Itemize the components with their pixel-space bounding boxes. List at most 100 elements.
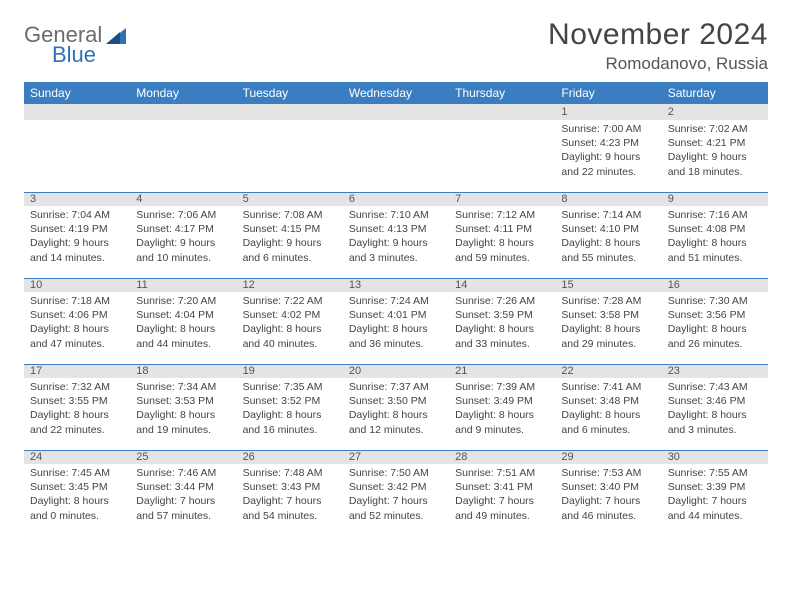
daylight-text: and 29 minutes. <box>561 337 655 351</box>
sunset-text: Sunset: 3:41 PM <box>455 480 549 494</box>
day-cell: Sunrise: 7:35 AMSunset: 3:52 PMDaylight:… <box>237 378 343 450</box>
day-cell: Sunrise: 7:14 AMSunset: 4:10 PMDaylight:… <box>555 206 661 278</box>
sunrise-text: Sunrise: 7:26 AM <box>455 294 549 308</box>
weekday-header: Saturday <box>662 82 768 104</box>
sunrise-text: Sunrise: 7:00 AM <box>561 122 655 136</box>
daylight-text: Daylight: 7 hours <box>668 494 762 508</box>
day-cell: Sunrise: 7:04 AMSunset: 4:19 PMDaylight:… <box>24 206 130 278</box>
sunrise-text: Sunrise: 7:18 AM <box>30 294 124 308</box>
daylight-text: and 16 minutes. <box>243 423 337 437</box>
sunrise-text: Sunrise: 7:12 AM <box>455 208 549 222</box>
calendar-table: Sunday Monday Tuesday Wednesday Thursday… <box>24 82 768 536</box>
daylight-text: Daylight: 8 hours <box>455 322 549 336</box>
daylight-text: and 10 minutes. <box>136 251 230 265</box>
day-cell: Sunrise: 7:55 AMSunset: 3:39 PMDaylight:… <box>662 464 768 536</box>
daylight-text: Daylight: 8 hours <box>668 408 762 422</box>
sunrise-text: Sunrise: 7:43 AM <box>668 380 762 394</box>
sunrise-text: Sunrise: 7:20 AM <box>136 294 230 308</box>
day-number: 30 <box>662 450 768 464</box>
day-number: 6 <box>343 192 449 206</box>
day-number: 11 <box>130 278 236 292</box>
day-cell: Sunrise: 7:41 AMSunset: 3:48 PMDaylight:… <box>555 378 661 450</box>
sunset-text: Sunset: 3:49 PM <box>455 394 549 408</box>
daylight-text: and 26 minutes. <box>668 337 762 351</box>
daylight-text: and 47 minutes. <box>30 337 124 351</box>
sunrise-text: Sunrise: 7:50 AM <box>349 466 443 480</box>
day-cell: Sunrise: 7:50 AMSunset: 3:42 PMDaylight:… <box>343 464 449 536</box>
location-label: Romodanovo, Russia <box>548 54 768 74</box>
weekday-header: Tuesday <box>237 82 343 104</box>
daylight-text: and 12 minutes. <box>349 423 443 437</box>
daylight-text: Daylight: 8 hours <box>136 322 230 336</box>
daylight-text: and 19 minutes. <box>136 423 230 437</box>
sunrise-text: Sunrise: 7:14 AM <box>561 208 655 222</box>
daylight-text: Daylight: 9 hours <box>243 236 337 250</box>
calendar-page: General Blue November 2024 Romodanovo, R… <box>0 0 792 536</box>
day-number: 4 <box>130 192 236 206</box>
daylight-text: and 54 minutes. <box>243 509 337 523</box>
day-cell: Sunrise: 7:48 AMSunset: 3:43 PMDaylight:… <box>237 464 343 536</box>
sunrise-text: Sunrise: 7:51 AM <box>455 466 549 480</box>
day-number: 16 <box>662 278 768 292</box>
day-number: 28 <box>449 450 555 464</box>
day-number: 29 <box>555 450 661 464</box>
day-number: 20 <box>343 364 449 378</box>
daylight-text: and 44 minutes. <box>136 337 230 351</box>
sunset-text: Sunset: 3:45 PM <box>30 480 124 494</box>
daylight-text: and 44 minutes. <box>668 509 762 523</box>
weekday-header: Friday <box>555 82 661 104</box>
sunset-text: Sunset: 4:02 PM <box>243 308 337 322</box>
daylight-text: and 18 minutes. <box>668 165 762 179</box>
month-title: November 2024 <box>548 18 768 52</box>
daylight-text: and 3 minutes. <box>668 423 762 437</box>
day-number: 23 <box>662 364 768 378</box>
daylight-text: Daylight: 8 hours <box>455 236 549 250</box>
daylight-text: Daylight: 9 hours <box>136 236 230 250</box>
daylight-text: Daylight: 9 hours <box>561 150 655 164</box>
sunset-text: Sunset: 4:15 PM <box>243 222 337 236</box>
sunset-text: Sunset: 4:17 PM <box>136 222 230 236</box>
day-number-row: 17181920212223 <box>24 364 768 378</box>
sunrise-text: Sunrise: 7:04 AM <box>30 208 124 222</box>
day-cell: Sunrise: 7:12 AMSunset: 4:11 PMDaylight:… <box>449 206 555 278</box>
daylight-text: and 22 minutes. <box>561 165 655 179</box>
sunset-text: Sunset: 4:13 PM <box>349 222 443 236</box>
sunrise-text: Sunrise: 7:34 AM <box>136 380 230 394</box>
daylight-text: and 9 minutes. <box>455 423 549 437</box>
day-number: 14 <box>449 278 555 292</box>
day-cell: Sunrise: 7:46 AMSunset: 3:44 PMDaylight:… <box>130 464 236 536</box>
daylight-text: Daylight: 7 hours <box>349 494 443 508</box>
sunset-text: Sunset: 3:39 PM <box>668 480 762 494</box>
day-cell: Sunrise: 7:22 AMSunset: 4:02 PMDaylight:… <box>237 292 343 364</box>
sunset-text: Sunset: 4:19 PM <box>30 222 124 236</box>
day-number <box>130 104 236 120</box>
sunrise-text: Sunrise: 7:06 AM <box>136 208 230 222</box>
day-cell: Sunrise: 7:00 AMSunset: 4:23 PMDaylight:… <box>555 120 661 192</box>
day-cell: Sunrise: 7:26 AMSunset: 3:59 PMDaylight:… <box>449 292 555 364</box>
day-cell: Sunrise: 7:20 AMSunset: 4:04 PMDaylight:… <box>130 292 236 364</box>
sunrise-text: Sunrise: 7:53 AM <box>561 466 655 480</box>
sunrise-text: Sunrise: 7:35 AM <box>243 380 337 394</box>
sunset-text: Sunset: 3:40 PM <box>561 480 655 494</box>
day-content-row: Sunrise: 7:32 AMSunset: 3:55 PMDaylight:… <box>24 378 768 450</box>
daylight-text: and 49 minutes. <box>455 509 549 523</box>
daylight-text: Daylight: 8 hours <box>136 408 230 422</box>
daylight-text: Daylight: 9 hours <box>349 236 443 250</box>
daylight-text: Daylight: 9 hours <box>668 150 762 164</box>
daylight-text: and 46 minutes. <box>561 509 655 523</box>
sunset-text: Sunset: 4:11 PM <box>455 222 549 236</box>
sunrise-text: Sunrise: 7:10 AM <box>349 208 443 222</box>
day-cell <box>24 120 130 192</box>
day-number: 26 <box>237 450 343 464</box>
day-number: 21 <box>449 364 555 378</box>
sunrise-text: Sunrise: 7:55 AM <box>668 466 762 480</box>
daylight-text: Daylight: 8 hours <box>668 322 762 336</box>
day-number: 12 <box>237 278 343 292</box>
sunrise-text: Sunrise: 7:32 AM <box>30 380 124 394</box>
daylight-text: Daylight: 9 hours <box>30 236 124 250</box>
day-number: 1 <box>555 104 661 120</box>
day-number: 24 <box>24 450 130 464</box>
weekday-header-row: Sunday Monday Tuesday Wednesday Thursday… <box>24 82 768 104</box>
day-number: 10 <box>24 278 130 292</box>
sunset-text: Sunset: 4:06 PM <box>30 308 124 322</box>
